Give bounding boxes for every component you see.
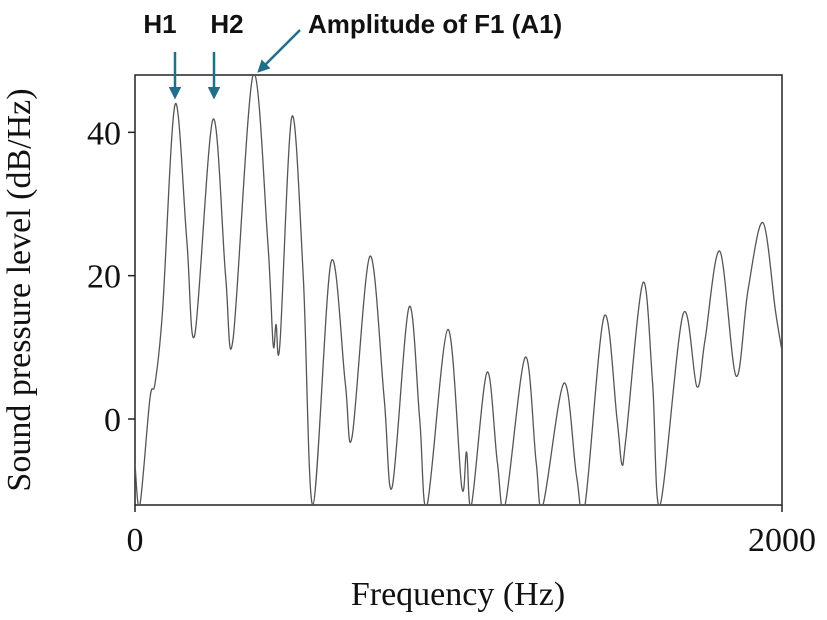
annotation: H1: [143, 9, 176, 39]
annotation-arrow: [257, 29, 301, 73]
y-tick-label: 20: [87, 259, 121, 296]
y-tick-label: 40: [87, 115, 121, 152]
spectrum-line: [135, 75, 782, 505]
y-axis-label: Sound pressure level (dB/Hz): [1, 88, 38, 491]
x-tick-label: 2000: [748, 522, 816, 559]
plot-frame: [134, 74, 783, 506]
annotation: H2: [210, 9, 243, 39]
x-tick-label: 0: [127, 522, 144, 559]
annotation: Amplitude of F1 (A1): [308, 9, 562, 39]
x-axis-label: Frequency (Hz): [351, 576, 565, 613]
y-tick-label: 0: [104, 402, 121, 439]
